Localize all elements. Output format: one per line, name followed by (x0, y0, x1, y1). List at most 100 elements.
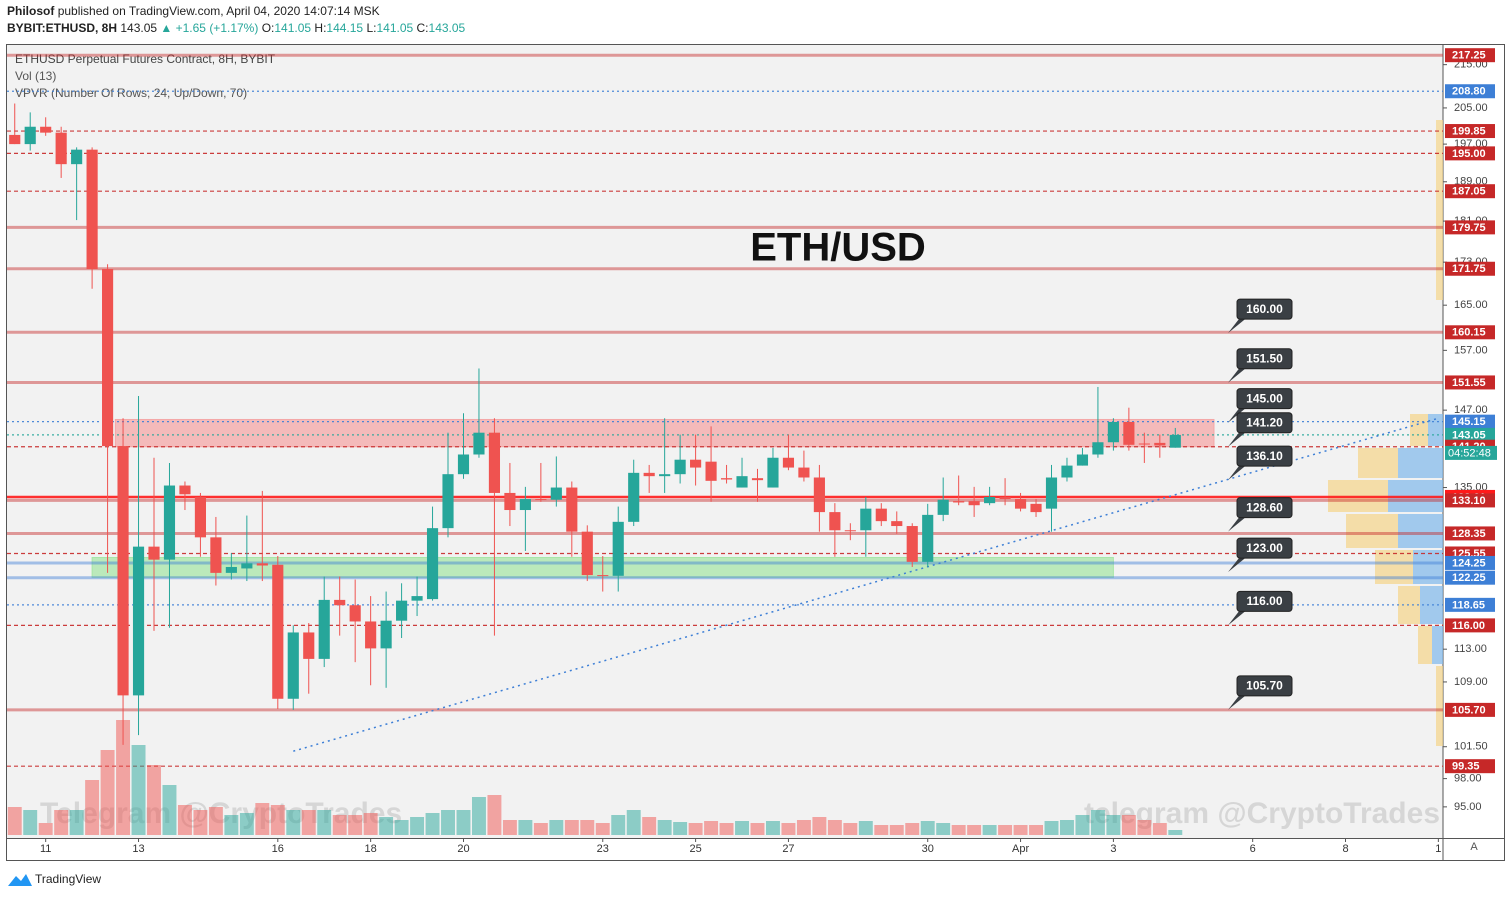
level-label-box (1445, 414, 1495, 429)
level-label-box (1445, 597, 1495, 612)
vp-down (1398, 514, 1443, 548)
callout-box (1236, 590, 1293, 612)
candle-body (937, 499, 949, 515)
candle-body (40, 126, 52, 133)
volume-bar (193, 810, 208, 835)
volume-bar (502, 820, 517, 835)
level-label: 217.25 (1452, 50, 1486, 62)
callout-label: 105.70 (1246, 679, 1283, 693)
callout-label: 116.00 (1246, 594, 1282, 608)
candle-body (1030, 503, 1042, 513)
candle-body (287, 632, 299, 699)
legend-vpvr: VPVR (Number Of Rows, 24, Up/Down, 70) (15, 86, 247, 100)
level-label: 128.35 (1452, 528, 1486, 540)
volume-bar (363, 813, 378, 835)
candle-body (860, 508, 872, 531)
candle-body (674, 459, 686, 475)
candle-body (1061, 465, 1073, 478)
candle-body (984, 497, 996, 504)
ohlc-label: L: (366, 21, 376, 35)
volume-bar (626, 810, 641, 835)
candle-body (225, 566, 237, 573)
symbol-line: BYBIT:ETHUSD, 8H 143.05 ▲ +1.65 (+1.17%)… (7, 21, 466, 35)
x-tick-label: 23 (597, 843, 609, 855)
callout-label: 123.00 (1246, 541, 1283, 555)
level-label: 143.05 (1452, 429, 1486, 441)
volume-bar (595, 823, 610, 835)
volume-bar (379, 817, 394, 835)
volume-bar (177, 805, 192, 835)
candle-body (117, 446, 129, 696)
volume-bar (1090, 810, 1105, 835)
volume-bar (920, 821, 935, 835)
trendline (293, 417, 1439, 752)
symbol: BYBIT:ETHUSD, 8H (7, 21, 117, 35)
candle-body (720, 478, 733, 480)
candle-body (628, 472, 640, 522)
vp-up (1418, 626, 1432, 664)
candle-body (953, 501, 965, 503)
volume-bar (270, 805, 285, 835)
ohlc-value: 144.15 (326, 21, 363, 35)
watermark: telegram @CryptoTrades (1084, 797, 1440, 830)
vp-down (1432, 626, 1443, 664)
candle-body (334, 599, 346, 606)
volume-bar (998, 825, 1013, 835)
volume-bar (750, 823, 765, 835)
level-label-box (1445, 570, 1495, 585)
x-tick-label: 6 (1250, 843, 1256, 855)
volume-bar (781, 823, 796, 835)
callout-box (1236, 445, 1293, 467)
volume-bar (332, 815, 347, 835)
level-label: 151.55 (1452, 377, 1486, 389)
level-label: 160.15 (1452, 327, 1486, 339)
callout-label: 141.20 (1246, 415, 1283, 429)
volume-bar (1137, 820, 1152, 835)
candle-body (751, 478, 764, 481)
chart-title: ETH/USD (750, 226, 926, 270)
vp-up (1375, 550, 1413, 584)
x-tick-label: 30 (922, 843, 934, 855)
level-label-box (1445, 427, 1495, 442)
ohlc-value: 143.05 (429, 21, 466, 35)
candle-body (519, 499, 531, 511)
level-label-box (1445, 220, 1495, 235)
callout-box (1236, 537, 1293, 559)
volume-bar (487, 795, 502, 835)
candle-body (968, 501, 980, 506)
volume-bar (348, 815, 363, 835)
scale-mode[interactable]: A (1470, 841, 1478, 853)
vp-up (1358, 448, 1398, 478)
volume-bar (1044, 821, 1059, 835)
volume-bar (766, 821, 780, 835)
volume-bar (657, 820, 672, 835)
level-label-box (1445, 48, 1495, 63)
candle-body (349, 605, 361, 622)
level-label-box (1445, 184, 1495, 199)
vp-down (1420, 586, 1443, 624)
callout-label: 160.00 (1246, 302, 1283, 316)
x-tick-label: 16 (272, 843, 284, 855)
volume-bar (843, 823, 858, 835)
level-label: 105.70 (1452, 704, 1486, 716)
level-label-box (1445, 325, 1495, 340)
volume-bar (317, 810, 332, 835)
volume-bar (611, 815, 626, 835)
y-tick-label: 165.00 (1454, 299, 1488, 311)
volume-bar (564, 820, 579, 835)
volume-bar (394, 820, 409, 835)
volume-bar (889, 825, 904, 835)
y-tick-label: 157.00 (1454, 344, 1488, 356)
volume-bar (905, 823, 920, 835)
candle-body (1045, 477, 1058, 509)
callout-box (1236, 412, 1293, 434)
legend-title: ETHUSD Perpetual Futures Contract, 8H, B… (15, 52, 276, 66)
volume-bar (982, 825, 997, 835)
author: Philosof published on TradingView.com, A… (7, 4, 380, 18)
legend-vol: Vol (13) (15, 69, 56, 83)
candle-body (488, 432, 501, 493)
candle-body (303, 632, 315, 659)
candle-body (844, 530, 856, 532)
callout-box (1236, 348, 1293, 370)
